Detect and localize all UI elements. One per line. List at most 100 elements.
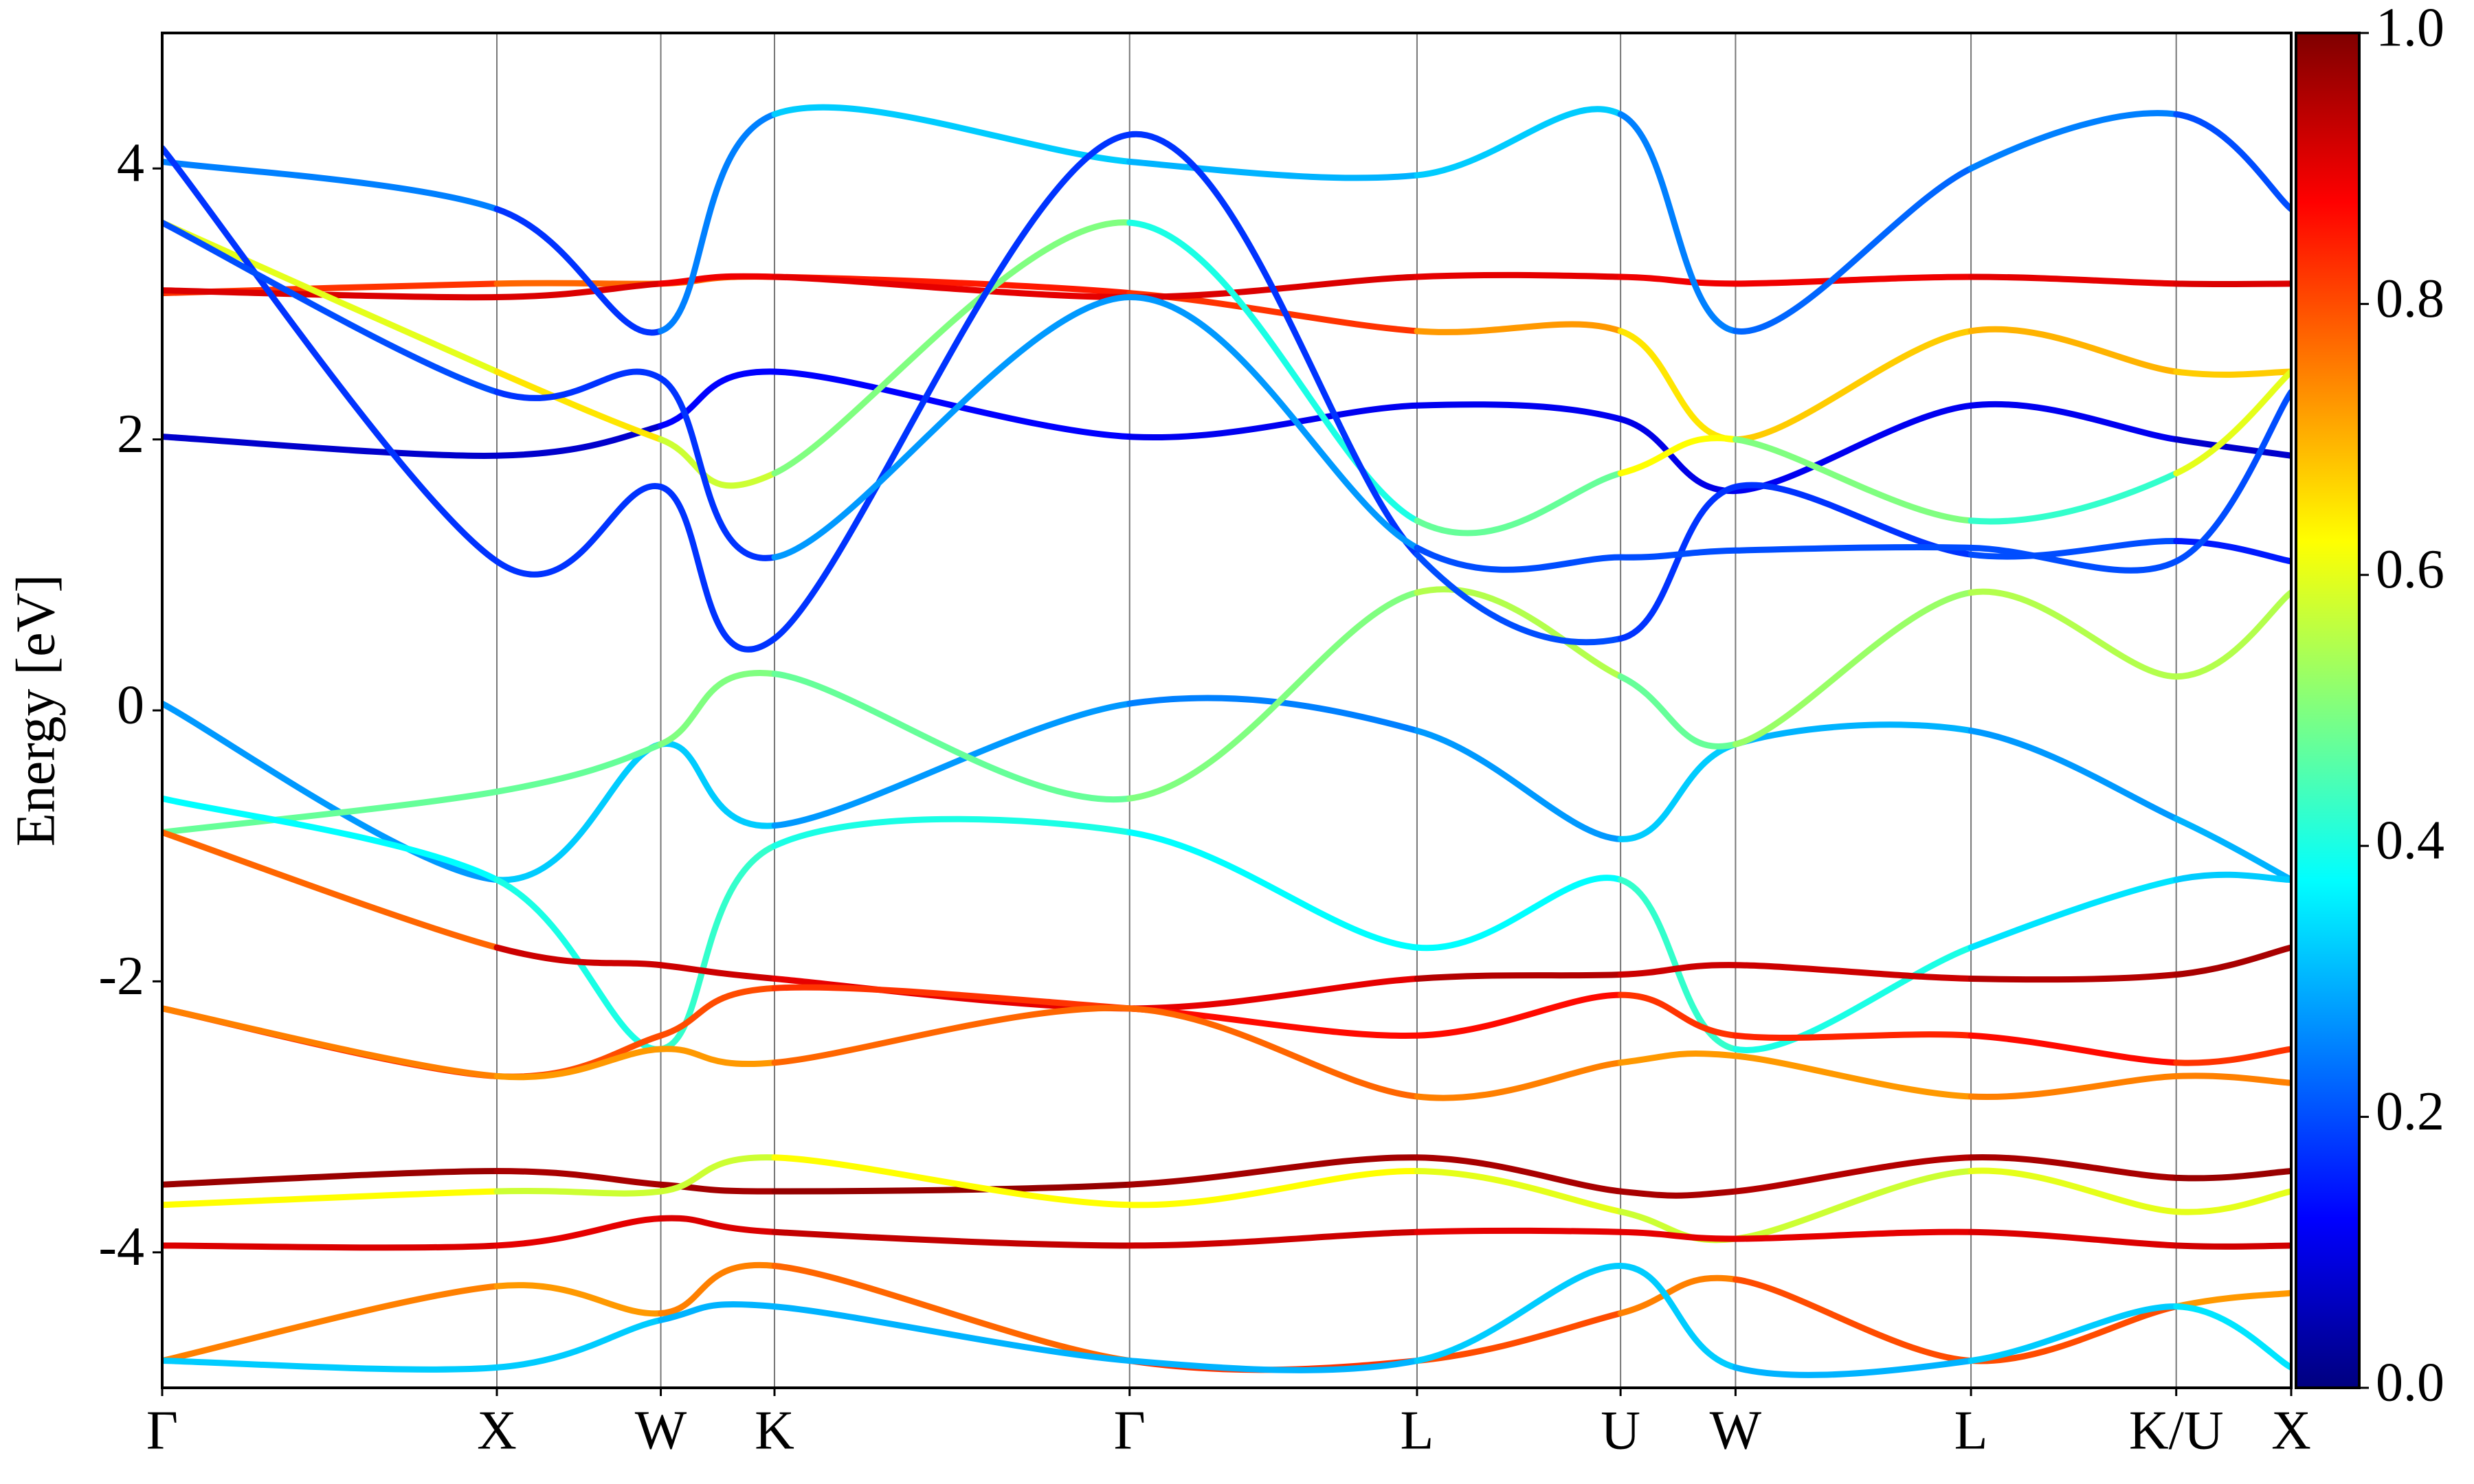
band-segment — [1732, 1358, 1974, 1378]
plot-frame — [161, 32, 2293, 1389]
band-segment — [1414, 586, 1624, 680]
band-segment — [658, 1046, 778, 1068]
colorbar-tick-label: 0.0 — [2376, 1352, 2444, 1413]
band-segment — [1414, 1263, 1624, 1364]
band-segment — [162, 219, 500, 396]
band-segment — [1126, 1228, 1420, 1249]
band-segment — [1126, 158, 1420, 181]
band-segment — [771, 104, 1133, 165]
band-segment — [1732, 482, 1974, 558]
x-tick-label: L — [1401, 1400, 1434, 1461]
band-segment — [1126, 402, 1420, 441]
band-segment — [2173, 368, 2291, 378]
band-segment — [493, 741, 665, 884]
band-segment — [2173, 944, 2291, 978]
band-segment — [1732, 1154, 1974, 1195]
band-segment — [493, 1316, 665, 1371]
band-segment — [1126, 829, 1420, 951]
colorbar-tick-label: 0.8 — [2376, 269, 2444, 329]
y-tick-label: -4 — [98, 1217, 144, 1277]
band-segment — [1617, 1188, 1739, 1199]
band-segment — [1126, 294, 1420, 551]
band-segment — [2173, 1072, 2291, 1086]
band-segment — [658, 1261, 778, 1317]
band-segment — [2173, 589, 2291, 680]
band-segment — [771, 368, 1133, 440]
band-segment — [162, 1283, 500, 1364]
band-segment — [771, 273, 1133, 301]
band-segment — [1968, 1032, 2180, 1066]
band-segment — [1968, 877, 2180, 951]
band-segment — [2173, 538, 2291, 565]
x-tick-label: K — [755, 1400, 794, 1461]
band-segment — [162, 145, 500, 565]
band-segment — [493, 944, 665, 969]
band-segment — [658, 1215, 778, 1235]
band-segment — [1126, 273, 1420, 301]
bands — [162, 104, 2291, 1378]
band-segment — [2173, 1290, 2291, 1310]
x-tick-label: X — [2271, 1400, 2311, 1461]
band-segment — [1414, 1059, 1624, 1101]
band-segment — [1617, 991, 1739, 1039]
band-segment — [2173, 871, 2291, 883]
band-segment — [162, 1005, 500, 1079]
band-segment — [1617, 673, 1739, 750]
band-segment — [771, 219, 1133, 477]
band-segment — [1732, 962, 1974, 982]
band-segment — [1414, 321, 1624, 335]
band-segment — [1968, 1072, 2180, 1101]
band-segment — [1617, 1050, 1739, 1066]
band-segment — [658, 669, 778, 747]
band-segment — [1617, 547, 1739, 561]
band-segment — [1126, 1167, 1420, 1208]
band-segment — [1968, 1303, 2180, 1364]
band-segment — [771, 294, 1133, 561]
band-segment — [1617, 1274, 1739, 1317]
band-segment — [162, 158, 500, 212]
band-segment — [771, 984, 1133, 1012]
band-segment — [493, 1215, 665, 1249]
colorbar-tick-label: 0.6 — [2376, 539, 2444, 600]
band-segment — [658, 375, 778, 561]
band-segment — [2173, 816, 2291, 883]
band-segment — [658, 985, 778, 1039]
band-segment — [2173, 1046, 2291, 1066]
band-segment — [771, 1228, 1133, 1249]
colorbar-tick-label: 0.4 — [2376, 811, 2444, 871]
band-segment — [1968, 537, 2180, 560]
y-tick-label: 0 — [117, 675, 144, 735]
band-segment — [771, 816, 1133, 849]
band-segment — [1126, 131, 1420, 558]
band-segment — [658, 368, 778, 429]
band-segment — [1414, 551, 1624, 646]
band-segment — [658, 1301, 778, 1323]
band-segment — [1732, 328, 1974, 443]
band-segment — [162, 829, 500, 951]
band-segment — [1617, 1263, 1739, 1371]
band-segment — [771, 131, 1133, 642]
band-segment — [771, 671, 1133, 803]
band-segment — [771, 700, 1133, 829]
y-tick-label: -2 — [98, 946, 144, 1007]
colorbar-tick-label: 1.0 — [2376, 0, 2444, 58]
band-segment — [1968, 1154, 2180, 1181]
band-segment — [1968, 1228, 2180, 1249]
band-segment — [1732, 436, 1974, 524]
band-segment — [1617, 484, 1739, 642]
x-tick-label: X — [477, 1400, 517, 1461]
band-segment — [1414, 544, 1624, 573]
band-segment — [1732, 1031, 1974, 1042]
band-segment — [162, 1188, 500, 1208]
band-segment — [658, 111, 778, 335]
band-segment — [162, 1242, 500, 1251]
band-segment — [1414, 470, 1624, 537]
x-tick-label: U — [1601, 1400, 1640, 1461]
band-segment — [1414, 1310, 1624, 1364]
band-segment — [1968, 273, 2180, 287]
band-segment — [1414, 728, 1624, 842]
band-segment — [1126, 1005, 1420, 1100]
band-segment — [493, 1187, 665, 1197]
band-segment — [658, 842, 778, 1053]
x-tick-label: L — [1954, 1400, 1988, 1461]
